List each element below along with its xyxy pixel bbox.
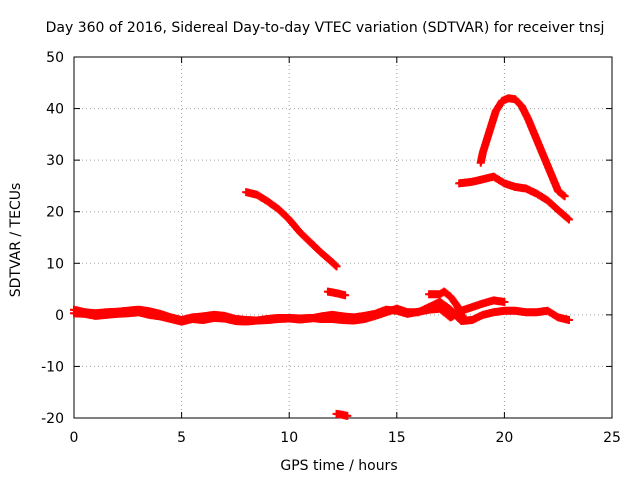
y-tick-label: -20	[41, 411, 64, 427]
data-point	[460, 314, 469, 323]
data-point	[563, 214, 572, 223]
x-tick-label: 0	[70, 430, 79, 446]
x-tick-label: 20	[495, 430, 513, 446]
series-arc-evening	[455, 172, 573, 224]
data-point	[500, 297, 509, 306]
data-marks	[70, 94, 573, 420]
chart-title: Day 360 of 2016, Sidereal Day-to-day VTE…	[46, 20, 605, 36]
data-point	[341, 291, 350, 300]
axis-ticks: 0 5 10 15 20 25 -20 -10 0 10 20 30 40 50	[41, 50, 621, 446]
series-arc-morning	[242, 188, 341, 271]
x-tick-label: 5	[177, 430, 186, 446]
series-arc-noon	[323, 287, 350, 300]
plot-frame	[73, 56, 613, 419]
series-arc-peak	[476, 94, 569, 201]
y-tick-label: 50	[46, 50, 64, 66]
data-point	[343, 411, 352, 420]
y-axis-label: SDTVAR / TECUs	[8, 183, 24, 298]
series-arc-negative	[332, 409, 352, 420]
grid	[74, 57, 612, 418]
y-tick-label: -10	[41, 359, 64, 375]
data-point	[564, 316, 573, 325]
y-tick-label: 0	[55, 308, 64, 324]
data-point	[331, 261, 340, 270]
data-point	[461, 316, 470, 325]
y-tick-label: 40	[46, 102, 64, 118]
data-point	[332, 262, 341, 271]
x-axis-label: GPS time / hours	[280, 458, 397, 474]
y-tick-label: 10	[46, 256, 64, 272]
x-tick-label: 25	[603, 430, 621, 446]
data-point	[560, 192, 569, 201]
series-arc-afternoon	[425, 287, 470, 325]
x-tick-label: 10	[280, 430, 298, 446]
y-tick-label: 30	[46, 153, 64, 169]
y-tick-label: 20	[46, 205, 64, 221]
data-point	[564, 215, 573, 224]
x-tick-label: 15	[388, 430, 406, 446]
